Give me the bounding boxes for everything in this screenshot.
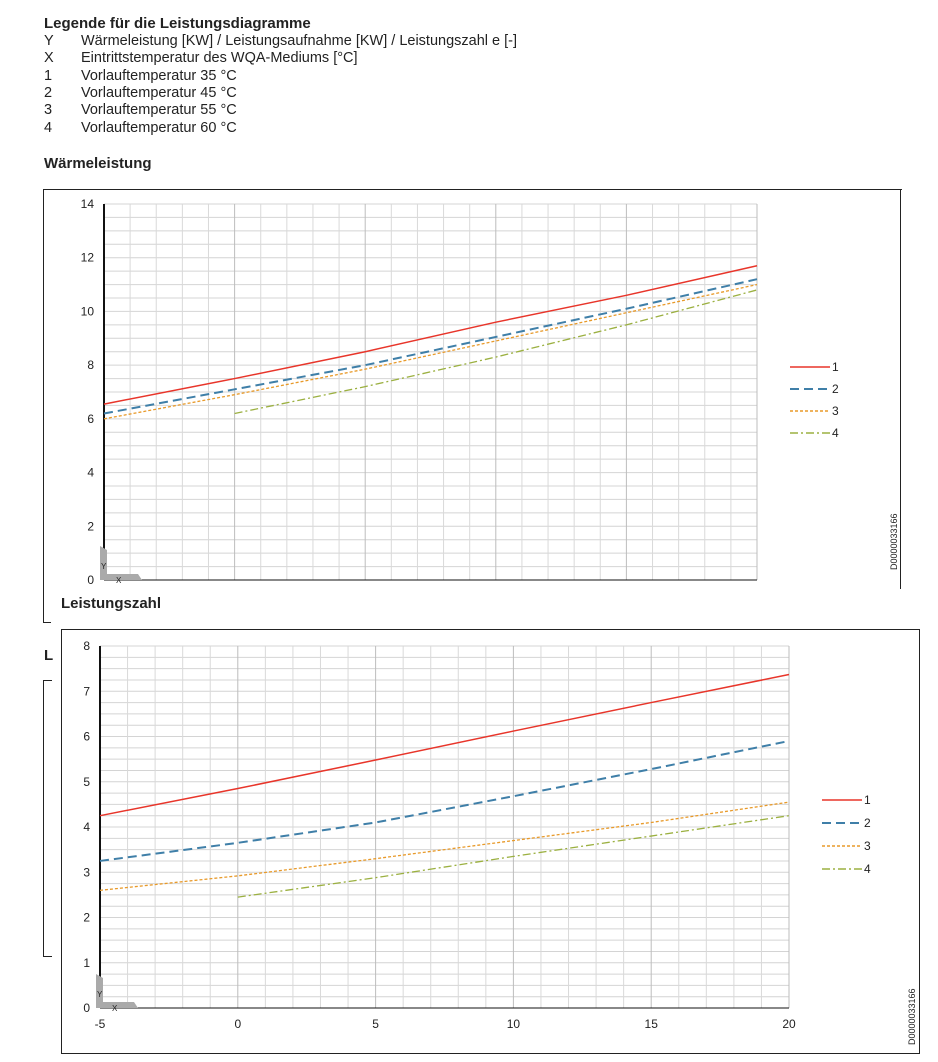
y-tick-label: 8 <box>83 639 90 653</box>
series-line-3 <box>103 283 758 420</box>
legend-title: Legende für die Leistungsdiagramme <box>44 15 311 32</box>
series-line-1 <box>103 265 758 405</box>
legend-row: 3 Vorlauftemperatur 55 °C <box>44 102 237 119</box>
series-line-3 <box>99 801 790 891</box>
x-tick-label: 0 <box>234 1017 241 1031</box>
axis-marker-x: X <box>112 1004 118 1013</box>
legend-text: Vorlauftemperatur 35 °C <box>81 67 237 84</box>
series-line-4 <box>234 289 758 415</box>
frame-tick <box>43 622 51 623</box>
y-tick-label: 8 <box>87 358 94 372</box>
chart-2: 0 1 2 3 4 5 6 7 8 -5 0 5 10 15 20 YX D0000033166 1 2 3 4 <box>83 639 917 1045</box>
legend-label: 3 <box>864 839 871 853</box>
chart-title-1: Wärmeleistung <box>44 155 152 172</box>
legend-label: 2 <box>832 382 839 396</box>
legend-label: 1 <box>864 793 871 807</box>
y-tick-label: 7 <box>83 684 90 698</box>
y-tick-label: 6 <box>87 412 94 426</box>
y-tick-label: 3 <box>83 865 90 879</box>
axis-marker-icon <box>100 546 142 580</box>
y-tick-label: 5 <box>83 775 90 789</box>
drawing-id-code: D0000033166 <box>907 988 917 1045</box>
y-tick-label: 2 <box>83 911 90 925</box>
series-line-1 <box>99 673 790 817</box>
y-tick-label: 4 <box>87 466 94 480</box>
x-tick-label: 20 <box>782 1017 796 1031</box>
legend-row: 4 Vorlauftemperatur 60 °C <box>44 120 237 137</box>
background-frame-bracket <box>43 680 52 957</box>
legend-key: 3 <box>44 102 53 119</box>
legend-key: Y <box>44 33 54 49</box>
legend-key: 1 <box>44 67 53 84</box>
legend-row: X Eintrittstemperatur des WQA-Mediums [°C… <box>44 50 358 67</box>
legend-text: Vorlauftemperatur 45 °C <box>81 84 237 101</box>
drawing-id-code: D0000033166 <box>889 513 899 570</box>
fragment-letter: L <box>44 647 54 664</box>
series-line-4 <box>237 815 790 898</box>
axis-marker-y: Y <box>97 990 103 999</box>
legend-text: Wärmeleistung [KW] / Leistungsaufnahme [… <box>81 33 517 49</box>
y-tick-label: 6 <box>83 730 90 744</box>
chart-frame-1-right <box>900 189 901 589</box>
axis-marker-x: X <box>116 576 122 585</box>
legend-text: Vorlauftemperatur 55 °C <box>81 102 237 119</box>
legend-label: 4 <box>864 862 871 876</box>
series-line-2 <box>103 278 758 415</box>
legend-text: Vorlauftemperatur 60 °C <box>81 119 237 136</box>
x-tick-label: 10 <box>507 1017 521 1031</box>
legend-row: 1 Vorlauftemperatur 35 °C <box>44 68 237 85</box>
legend-key: 4 <box>44 119 53 136</box>
x-tick-label: 15 <box>645 1017 659 1031</box>
y-tick-label: 10 <box>81 304 95 318</box>
y-tick-label: 12 <box>81 251 95 265</box>
series-line-2 <box>99 740 790 862</box>
chart-title-2: Leistungszahl <box>61 595 162 612</box>
axis-marker-y: Y <box>101 562 107 571</box>
legend-label: 3 <box>832 404 839 418</box>
chart-frame-2 <box>61 629 920 1054</box>
legend-key: X <box>44 50 54 67</box>
x-tick-label: -5 <box>95 1017 106 1031</box>
axis-marker-icon <box>96 974 138 1008</box>
legend-label: 2 <box>864 816 871 830</box>
y-tick-label: 4 <box>83 820 90 834</box>
legend-row: Y Wärmeleistung [KW] / Leistungsaufnahme … <box>44 33 517 50</box>
legend-key: 2 <box>44 84 53 101</box>
chart-frame-1 <box>43 189 902 623</box>
x-tick-label: 5 <box>372 1017 379 1031</box>
legend-label: 1 <box>832 360 839 374</box>
y-tick-label: 2 <box>87 519 94 533</box>
legend-label: 4 <box>832 426 839 440</box>
legend-text: Eintrittstemperatur des WQA-Mediums [°C] <box>81 50 358 67</box>
legend-row: 2 Vorlauftemperatur 45 °C <box>44 85 237 102</box>
y-tick-label: 1 <box>83 956 90 970</box>
y-tick-label: 0 <box>83 1001 90 1015</box>
y-tick-label: 0 <box>87 573 94 587</box>
y-tick-label: 14 <box>81 197 95 211</box>
